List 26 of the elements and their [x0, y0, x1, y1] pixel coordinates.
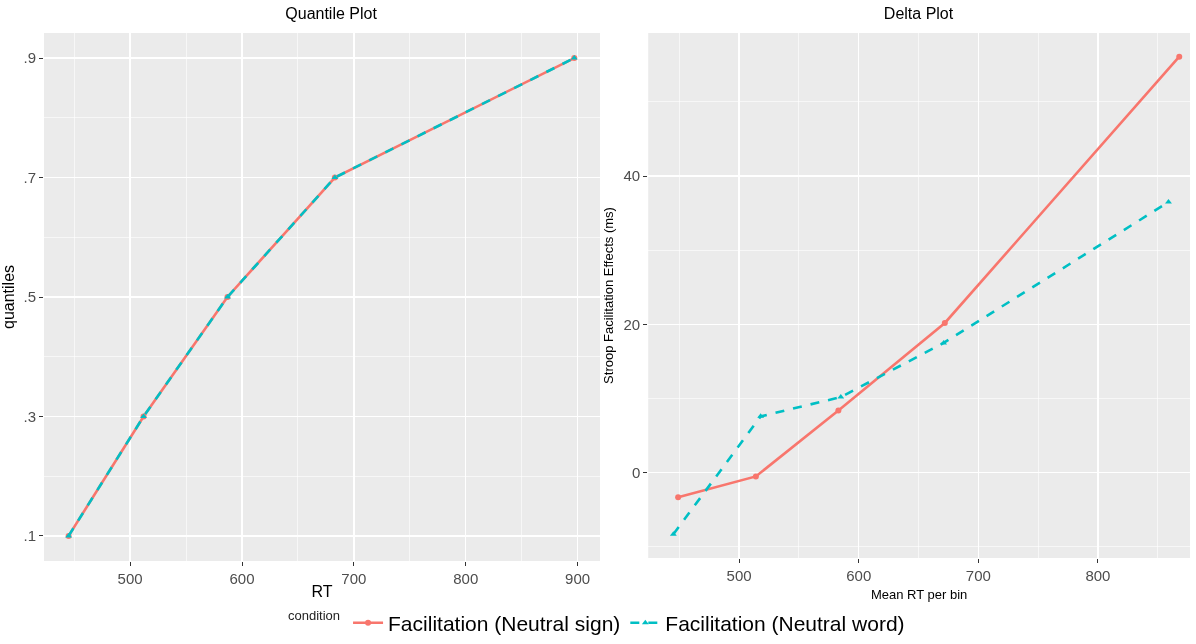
- x-tick-label: 600: [846, 567, 872, 584]
- y-tick-label: .3: [23, 407, 36, 425]
- y-axis-title: Stroop Facilitation Effects (ms): [601, 207, 617, 384]
- legend-label: Facilitation (Neutral sign): [388, 611, 621, 635]
- x-tick-label: 500: [726, 567, 752, 584]
- x-tick-label: 900: [565, 570, 591, 587]
- y-axis-title: quantiles: [0, 264, 17, 330]
- x-tick-label: 800: [1085, 567, 1111, 584]
- legend-title: condition: [288, 607, 341, 623]
- x-tick-label: 600: [229, 570, 255, 587]
- legend-label: Facilitation (Neutral word): [665, 611, 905, 635]
- y-tick-label: 20: [623, 315, 641, 333]
- y-tick-label: 0: [631, 463, 641, 481]
- y-tick-label: .7: [23, 168, 36, 186]
- x-tick-label: 500: [117, 570, 143, 587]
- chart-title: Delta Plot: [883, 5, 954, 23]
- x-tick-label: 700: [965, 567, 991, 584]
- y-tick-label: .1: [23, 527, 36, 545]
- x-tick-label: 800: [453, 570, 479, 587]
- x-axis-title: RT: [311, 583, 333, 600]
- y-tick-label: .5: [23, 288, 36, 306]
- chart-title: Quantile Plot: [285, 5, 378, 23]
- x-axis-title: Mean RT per bin: [870, 586, 968, 602]
- x-tick-label: 700: [341, 570, 367, 587]
- y-tick-label: .9: [23, 49, 36, 67]
- y-tick-label: 40: [623, 167, 641, 185]
